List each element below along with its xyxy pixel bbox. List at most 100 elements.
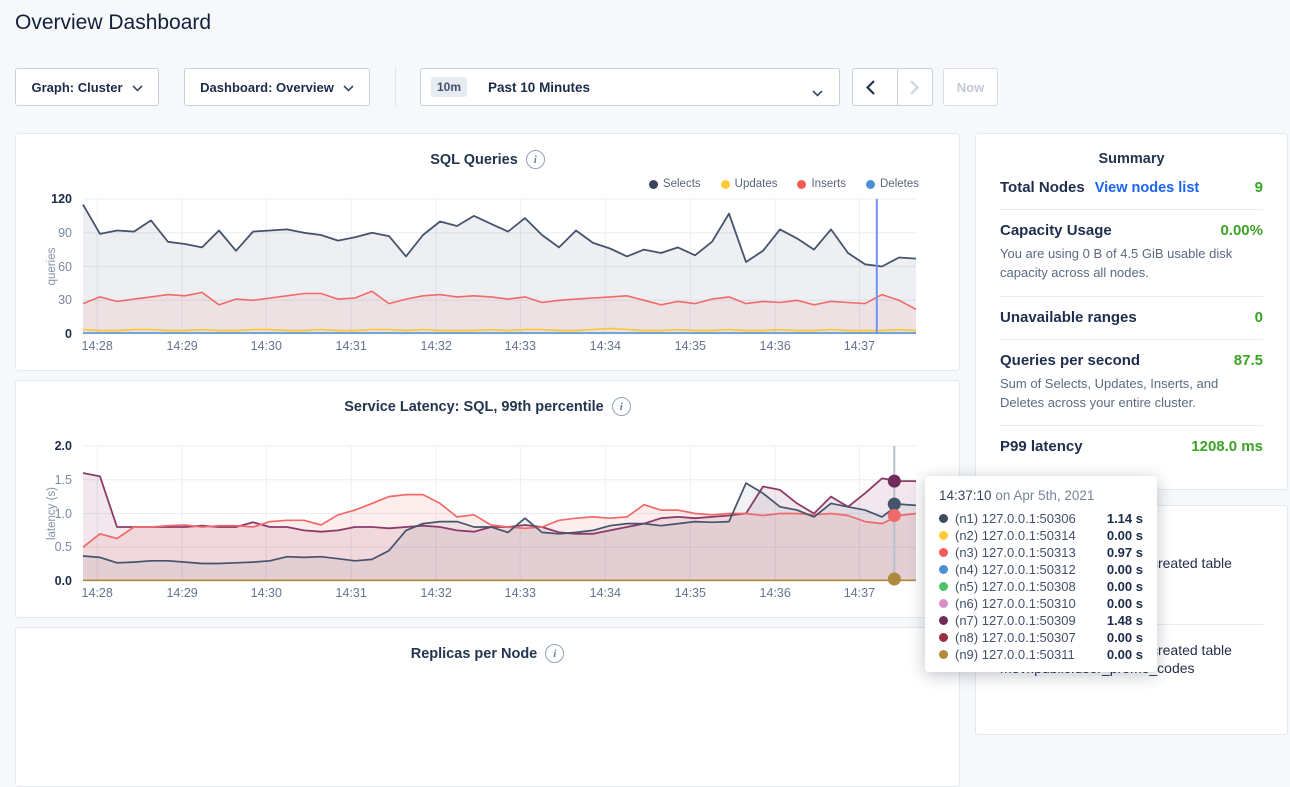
- now-label: Now: [956, 79, 985, 95]
- summary-row-capacity: Capacity Usage 0.00% You are using 0 B o…: [1000, 210, 1263, 297]
- summary-panel: Summary Total Nodes View nodes list 9 Ca…: [975, 133, 1288, 490]
- summary-label: Total Nodes: [1000, 179, 1085, 196]
- node-address: (n9) 127.0.0.1:50311: [955, 647, 1075, 662]
- x-tick-label: 14:34: [589, 586, 621, 600]
- x-axis-ticks: 14:28 14:29 14:30 14:31 14:32 14:33 14:34 14:35…: [82, 339, 916, 355]
- x-tick-label: 14:36: [759, 339, 791, 353]
- prev-range-button[interactable]: [853, 69, 888, 105]
- node-address: (n6) 127.0.0.1:50310: [955, 596, 1076, 611]
- summary-label: Capacity Usage: [1000, 222, 1112, 239]
- info-icon[interactable]: i: [611, 397, 631, 416]
- legend-item-deletes[interactable]: Deletes: [866, 178, 919, 190]
- summary-heading: Summary: [1098, 151, 1165, 167]
- info-icon[interactable]: i: [545, 644, 565, 663]
- chart-title: Service Latency: SQL, 99th percentile: [344, 398, 604, 415]
- tooltip-date: on Apr 5th, 2021: [995, 488, 1095, 503]
- y-tick-label: 0.0: [54, 574, 72, 588]
- now-button[interactable]: Now: [943, 68, 998, 106]
- series-dot: [939, 531, 948, 540]
- node-address: (n5) 127.0.0.1:50308: [955, 579, 1076, 594]
- sql-queries-plot[interactable]: [82, 198, 917, 335]
- x-tick-label: 14:32: [420, 339, 452, 353]
- series-dot: [939, 616, 948, 625]
- time-range-dropdown[interactable]: 10m Past 10 Minutes: [420, 68, 840, 106]
- series-dot: [939, 582, 948, 591]
- summary-row-p99: P99 latency 1208.0 ms: [1000, 426, 1263, 468]
- series-dot: [939, 599, 948, 608]
- x-tick-label: 14:32: [420, 586, 452, 600]
- tooltip-node-row: (n8) 127.0.0.1:50307 0.00 s: [939, 629, 1143, 646]
- y-tick-label: 1.5: [54, 473, 72, 487]
- series-dot: [939, 514, 948, 523]
- tooltip-node-row: (n7) 127.0.0.1:50309 1.48 s: [939, 612, 1143, 629]
- summary-value: 1208.0 ms: [1191, 438, 1263, 456]
- info-icon[interactable]: i: [525, 150, 545, 169]
- node-latency: 0.97 s: [1106, 545, 1143, 560]
- node-address: (n1) 127.0.0.1:50306: [955, 511, 1076, 526]
- tooltip-time: 14:37:10: [939, 488, 992, 503]
- summary-label: Unavailable ranges: [1000, 308, 1137, 326]
- crosshair-dot: [887, 572, 901, 586]
- x-tick-label: 14:31: [335, 339, 367, 353]
- summary-label: Queries per second: [1000, 351, 1141, 369]
- series-dot: [939, 633, 948, 642]
- chevron-down-icon: [131, 80, 143, 95]
- x-tick-label: 14:37: [843, 586, 876, 600]
- chart-title: Replicas per Node: [410, 645, 538, 662]
- node-latency: 1.48 s: [1106, 613, 1143, 628]
- y-tick-label: 0.5: [54, 540, 72, 554]
- y-axis-ticks: 0 30 60 90 120: [16, 192, 72, 341]
- crosshair-dot: [887, 497, 901, 511]
- y-tick-label: 60: [58, 260, 72, 274]
- series-dot: [939, 565, 948, 574]
- x-tick-label: 14:29: [166, 339, 198, 353]
- chart-title: SQL Queries: [430, 151, 518, 168]
- x-tick-label: 14:31: [335, 586, 367, 600]
- summary-row-qps: Queries per second 87.5 Sum of Selects, …: [1000, 340, 1263, 427]
- sql-queries-card: SQL Queries i Selects Updates Inserts Delet…: [15, 133, 960, 371]
- crosshair-dot: [887, 474, 901, 488]
- y-tick-label: 90: [58, 226, 72, 240]
- x-tick-label: 14:33: [504, 339, 536, 353]
- service-latency-card: Service Latency: SQL, 99th percentile i …: [15, 380, 960, 618]
- node-address: (n8) 127.0.0.1:50307: [955, 630, 1076, 645]
- legend-item-inserts[interactable]: Inserts: [797, 178, 846, 190]
- y-tick-label: 30: [58, 293, 72, 307]
- node-address: (n3) 127.0.0.1:50313: [955, 545, 1076, 560]
- x-tick-label: 14:33: [504, 586, 536, 600]
- summary-row-unavailable-ranges: Unavailable ranges 0: [1000, 297, 1263, 340]
- legend-item-selects[interactable]: Selects: [648, 178, 701, 190]
- legend-dot: [720, 179, 730, 189]
- series-dot: [939, 548, 948, 557]
- tooltip-node-row: (n9) 127.0.0.1:50311 0.00 s: [939, 646, 1143, 663]
- y-tick-label: 2.0: [54, 439, 72, 453]
- tooltip-node-row: (n4) 127.0.0.1:50312 0.00 s: [939, 561, 1143, 578]
- summary-value: 0.00%: [1220, 222, 1263, 239]
- page-title: Overview Dashboard: [15, 11, 212, 34]
- node-address: (n2) 127.0.0.1:50314: [955, 528, 1076, 543]
- node-address: (n7) 127.0.0.1:50309: [955, 613, 1076, 628]
- legend-dot: [866, 179, 875, 189]
- x-tick-label: 14:30: [250, 586, 282, 600]
- service-latency-plot[interactable]: [82, 445, 917, 586]
- graph-scope-dropdown[interactable]: Graph: Cluster: [15, 68, 159, 106]
- tooltip-node-row: (n1) 127.0.0.1:50306 1.14 s: [939, 510, 1143, 527]
- node-latency: 0.00 s: [1106, 528, 1143, 543]
- summary-value: 0: [1254, 308, 1263, 326]
- legend-dot: [797, 179, 807, 189]
- view-nodes-list-link[interactable]: View nodes list: [1094, 180, 1200, 196]
- dashboard-dropdown[interactable]: Dashboard: Overview: [184, 68, 370, 106]
- x-tick-label: 14:37: [843, 339, 876, 353]
- chevron-down-icon: [812, 85, 823, 100]
- time-pager: [852, 68, 933, 106]
- y-tick-label: 120: [51, 192, 72, 206]
- graph-scope-label: Graph: Cluster: [31, 79, 123, 95]
- next-range-button[interactable]: [896, 69, 933, 105]
- node-latency: 0.00 s: [1106, 562, 1143, 577]
- chevron-down-icon: [343, 80, 354, 95]
- x-tick-label: 14:28: [81, 586, 113, 600]
- node-latency: 0.00 s: [1106, 647, 1143, 662]
- legend-item-updates[interactable]: Updates: [720, 178, 777, 190]
- x-tick-label: 14:34: [589, 339, 621, 353]
- toolbar-divider: [395, 67, 396, 107]
